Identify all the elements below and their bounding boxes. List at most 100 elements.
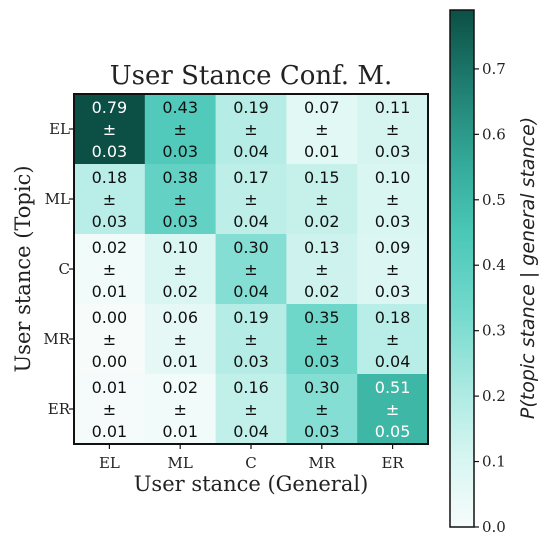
cell-error-label: 0.04 bbox=[233, 212, 269, 231]
cell-error-label: 0.04 bbox=[233, 282, 269, 301]
colorbar-label: P(topic stance | general stance) bbox=[517, 117, 539, 419]
colorbar-tick-label: 0.3 bbox=[482, 322, 506, 340]
cell-value-label: 0.13 bbox=[304, 238, 340, 257]
y-tick-label: MR bbox=[43, 330, 70, 348]
cell-pm-label: ± bbox=[173, 260, 186, 279]
cell-value-label: 0.30 bbox=[304, 378, 340, 397]
colorbar-tick-label: 0.7 bbox=[482, 60, 506, 78]
cell-value-label: 0.02 bbox=[162, 378, 198, 397]
heatmap-cell bbox=[144, 374, 217, 445]
x-tick-label: ML bbox=[168, 454, 193, 472]
x-axis-label: User stance (General) bbox=[134, 472, 369, 496]
cell-error-label: 0.03 bbox=[304, 352, 340, 371]
cell-pm-label: ± bbox=[386, 260, 399, 279]
colorbar-tick-label: 0.1 bbox=[482, 453, 506, 471]
heatmap-cell bbox=[215, 164, 287, 235]
heatmap-cell bbox=[357, 164, 429, 235]
cell-value-label: 0.38 bbox=[162, 168, 198, 187]
colorbar-tick-label: 0.2 bbox=[482, 387, 506, 405]
cell-pm-label: ± bbox=[244, 260, 257, 279]
cell-pm-label: ± bbox=[103, 190, 116, 209]
cell-pm-label: ± bbox=[315, 190, 328, 209]
cell-pm-label: ± bbox=[386, 190, 399, 209]
cell-error-label: 0.01 bbox=[162, 422, 198, 441]
heatmap-cell bbox=[357, 304, 429, 375]
cell-pm-label: ± bbox=[386, 330, 399, 349]
heatmap-cell bbox=[74, 374, 146, 445]
y-tick-label: EL bbox=[49, 120, 70, 138]
cell-value-label: 0.00 bbox=[92, 308, 128, 327]
cell-value-label: 0.07 bbox=[304, 98, 340, 117]
y-axis-label: User stance (Topic) bbox=[11, 165, 35, 372]
cell-value-label: 0.01 bbox=[92, 378, 128, 397]
cell-pm-label: ± bbox=[315, 260, 328, 279]
heatmap-cell bbox=[74, 94, 146, 165]
cell-error-label: 0.01 bbox=[162, 352, 198, 371]
heatmap-cell-labels: 0.79 ±0.03 0.43 ±0.03 0.19 ±0.04 0.07 ±0.01 0.11… bbox=[92, 98, 411, 441]
colorbar-ticks: 0.0 0.1 0.2 0.3 0.4 0.5 0.6 0.7 bbox=[474, 60, 506, 536]
colorbar-tick-label: 0.0 bbox=[482, 518, 506, 536]
cell-value-label: 0.16 bbox=[233, 378, 269, 397]
cell-value-label: 0.43 bbox=[162, 98, 198, 117]
cell-value-label: 0.18 bbox=[375, 308, 411, 327]
cell-value-label: 0.19 bbox=[233, 98, 269, 117]
cell-pm-label: ± bbox=[103, 260, 116, 279]
cell-error-label: 0.03 bbox=[92, 212, 128, 231]
cell-error-label: 0.03 bbox=[233, 352, 269, 371]
cell-error-label: 0.01 bbox=[92, 422, 128, 441]
heatmap-cell bbox=[144, 94, 217, 165]
cell-pm-label: ± bbox=[103, 330, 116, 349]
x-tick-label: MR bbox=[308, 454, 335, 472]
heatmap-cell bbox=[74, 234, 146, 305]
cell-value-label: 0.30 bbox=[233, 238, 269, 257]
heatmap-cell bbox=[215, 94, 287, 165]
cell-value-label: 0.06 bbox=[162, 308, 198, 327]
heatmap-cell bbox=[286, 374, 358, 445]
cell-value-label: 0.02 bbox=[92, 238, 128, 257]
heatmap-cell bbox=[286, 164, 358, 235]
cell-error-label: 0.05 bbox=[375, 422, 411, 441]
colorbar: 0.0 0.1 0.2 0.3 0.4 0.5 0.6 0.7 P(topic stance … bbox=[449, 9, 539, 536]
cell-pm-label: ± bbox=[173, 330, 186, 349]
cell-error-label: 0.02 bbox=[304, 282, 340, 301]
cell-pm-label: ± bbox=[244, 120, 257, 139]
cell-value-label: 0.15 bbox=[304, 168, 340, 187]
heatmap-cell bbox=[144, 304, 217, 375]
cell-value-label: 0.18 bbox=[92, 168, 128, 187]
y-tick-label: C bbox=[59, 260, 70, 278]
cell-error-label: 0.00 bbox=[92, 352, 128, 371]
cell-value-label: 0.19 bbox=[233, 308, 269, 327]
heatmap-cell bbox=[144, 164, 217, 235]
cell-value-label: 0.10 bbox=[162, 238, 198, 257]
heatmap-cell bbox=[357, 234, 429, 305]
cell-pm-label: ± bbox=[173, 120, 186, 139]
heatmap-cell bbox=[144, 234, 217, 305]
cell-error-label: 0.01 bbox=[92, 282, 128, 301]
heatmap-cell bbox=[74, 164, 146, 235]
cell-pm-label: ± bbox=[103, 400, 116, 419]
cell-pm-label: ± bbox=[173, 190, 186, 209]
cell-pm-label: ± bbox=[103, 120, 116, 139]
cell-pm-label: ± bbox=[315, 120, 328, 139]
y-tick-labels: EL ML C MR ER bbox=[43, 120, 74, 418]
colorbar-gradient bbox=[449, 9, 475, 528]
x-tick-label: ER bbox=[381, 454, 404, 472]
colorbar-tick-label: 0.4 bbox=[482, 256, 506, 274]
cell-value-label: 0.10 bbox=[375, 168, 411, 187]
heatmap-cells bbox=[74, 94, 429, 445]
heatmap-cell bbox=[286, 304, 358, 375]
y-tick-label: ER bbox=[48, 400, 71, 418]
cell-value-label: 0.79 bbox=[92, 98, 128, 117]
chart-title: User Stance Conf. M. bbox=[110, 61, 392, 91]
cell-value-label: 0.51 bbox=[375, 378, 411, 397]
cell-value-label: 0.17 bbox=[233, 168, 269, 187]
cell-error-label: 0.04 bbox=[375, 352, 411, 371]
cell-pm-label: ± bbox=[244, 400, 257, 419]
cell-pm-label: ± bbox=[244, 330, 257, 349]
cell-pm-label: ± bbox=[315, 400, 328, 419]
cell-error-label: 0.03 bbox=[375, 142, 411, 161]
cell-pm-label: ± bbox=[386, 400, 399, 419]
x-tick-label: C bbox=[245, 454, 256, 472]
cell-error-label: 0.03 bbox=[162, 142, 198, 161]
